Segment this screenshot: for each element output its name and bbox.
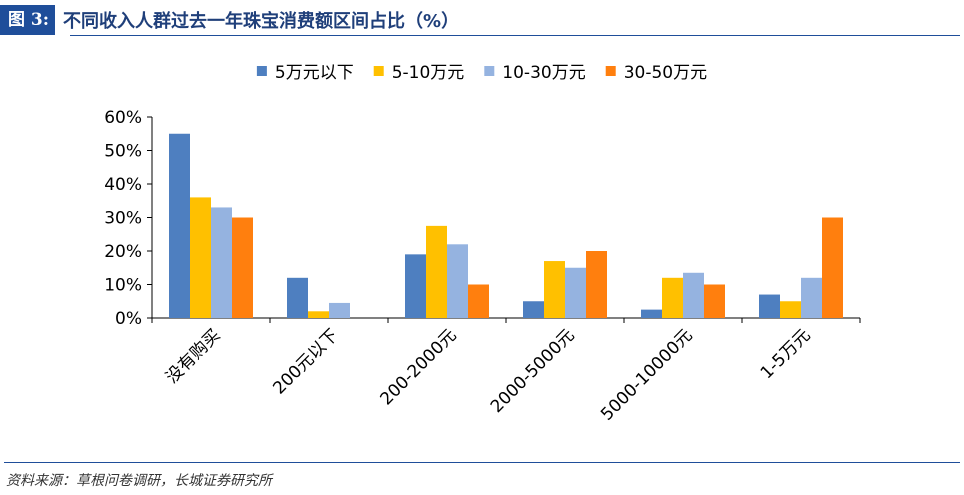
bar <box>169 133 190 318</box>
bar <box>704 284 725 318</box>
bar <box>586 251 607 318</box>
x-tick-label: 1-5万元 <box>757 325 815 383</box>
bar <box>662 277 683 318</box>
bar-chart: 0% 10% 20% 30% 40% 50% 60% 没有购买 200元以下 200-2000元 2… <box>104 63 861 425</box>
bar <box>211 207 232 318</box>
y-tick-label: 50% <box>104 142 142 162</box>
source-rule <box>4 462 960 463</box>
x-tick-label: 200-2000元 <box>376 325 460 409</box>
legend-label: 5万元以下 <box>275 63 354 83</box>
y-tick-label: 10% <box>104 276 142 296</box>
legend-label: 10-30万元 <box>502 63 585 83</box>
bar <box>641 309 662 318</box>
legend-label: 5-10万元 <box>392 63 465 83</box>
legend-swatch <box>256 66 267 76</box>
bar <box>468 284 489 318</box>
figure-label: 图 3: <box>0 5 56 35</box>
source-note: 资料来源：草根问卷调研，长城证券研究所 <box>6 473 272 489</box>
figure-title: 不同收入人群过去一年珠宝消费额区间占比（%） <box>63 11 460 32</box>
y-tick-label: 60% <box>104 108 142 128</box>
legend-label: 30-50万元 <box>624 63 707 83</box>
x-tick-label: 5000-10000元 <box>597 325 696 424</box>
x-tick-label: 200元以下 <box>269 325 342 398</box>
bar <box>329 302 350 318</box>
bar <box>801 277 822 318</box>
title-rule <box>70 35 960 36</box>
y-tick-label: 20% <box>104 242 142 262</box>
x-tick-label: 没有购买 <box>162 325 224 387</box>
y-tick-label: 30% <box>104 209 142 229</box>
bar <box>565 267 586 318</box>
bar <box>287 277 308 318</box>
y-tick-label: 0% <box>115 309 142 329</box>
y-tick-label: 40% <box>104 175 142 195</box>
figure-title-bar: 图 3: 不同收入人群过去一年珠宝消费额区间占比（%） <box>0 5 459 35</box>
bar <box>426 225 447 318</box>
bar <box>822 217 843 318</box>
legend-swatch <box>484 66 495 76</box>
bar <box>405 254 426 318</box>
bar <box>759 294 780 318</box>
bar <box>780 301 801 318</box>
bar <box>523 301 544 318</box>
bar <box>190 197 211 318</box>
bar <box>544 261 565 318</box>
x-tick-label: 2000-5000元 <box>487 325 579 417</box>
legend-swatch <box>605 66 616 76</box>
bar <box>683 272 704 318</box>
bar <box>232 217 253 318</box>
bar <box>447 244 468 318</box>
bar <box>308 311 329 318</box>
legend-swatch <box>373 66 384 76</box>
